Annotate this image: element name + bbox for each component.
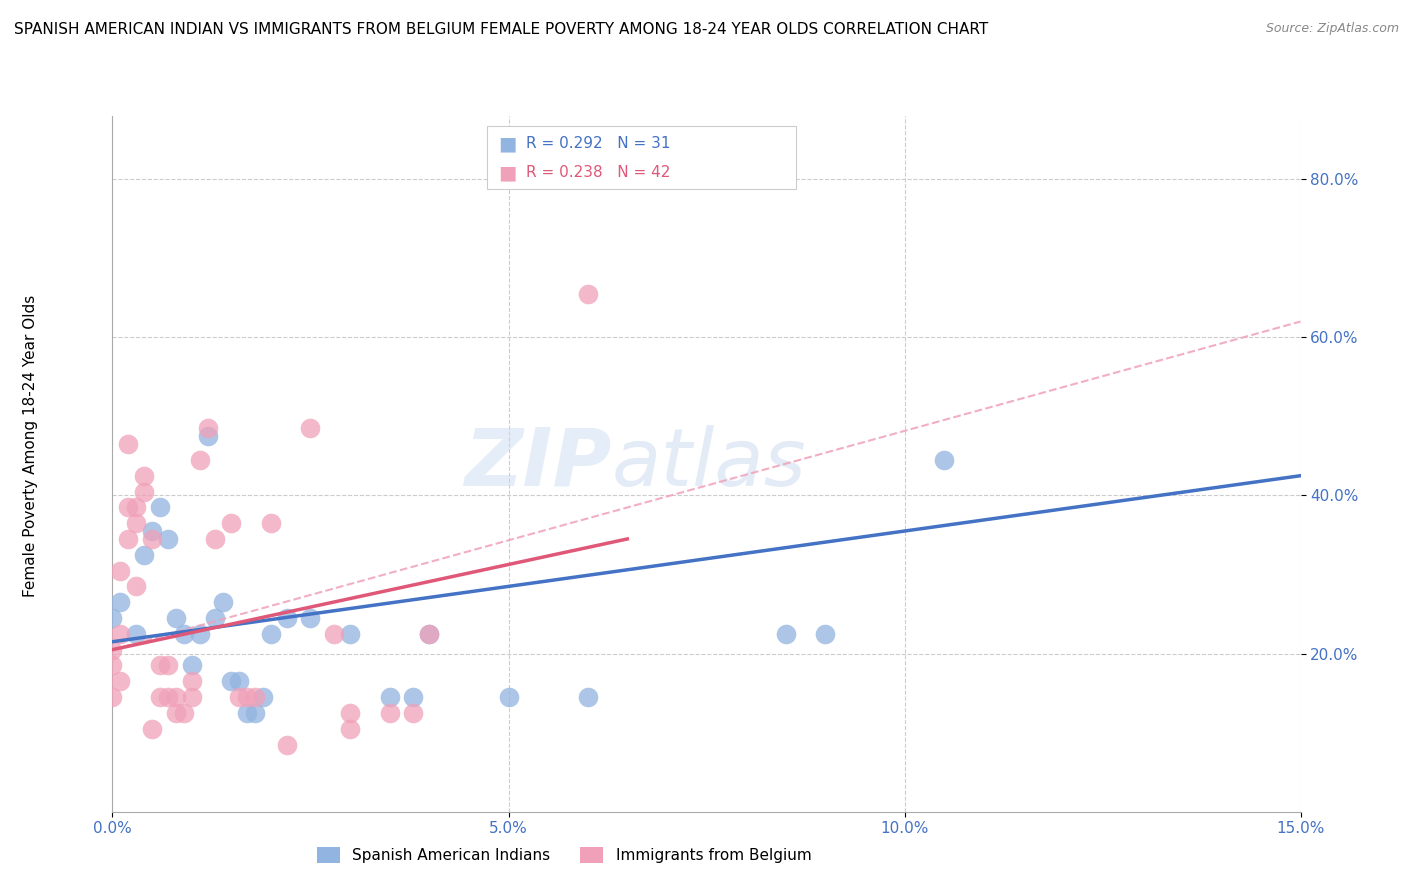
Point	[378, 706, 401, 720]
Point	[156, 690, 179, 704]
Point	[173, 706, 195, 720]
Point	[339, 722, 361, 736]
Point	[117, 532, 139, 546]
Point	[117, 437, 139, 451]
Point	[260, 516, 283, 530]
Point	[134, 468, 156, 483]
Point	[110, 564, 132, 578]
Point	[252, 690, 274, 704]
Point	[378, 690, 401, 704]
Point	[101, 611, 124, 625]
Point	[165, 690, 187, 704]
Point	[125, 627, 148, 641]
Text: atlas: atlas	[612, 425, 806, 503]
Point	[110, 595, 132, 609]
Point	[228, 690, 250, 704]
Point	[134, 548, 156, 562]
Text: R = 0.292   N = 31: R = 0.292 N = 31	[526, 136, 671, 152]
Point	[110, 674, 132, 689]
Point	[260, 627, 283, 641]
Point	[402, 706, 425, 720]
Point	[180, 674, 202, 689]
Point	[180, 658, 202, 673]
Legend: Spanish American Indians, Immigrants from Belgium: Spanish American Indians, Immigrants fro…	[316, 847, 811, 863]
Text: R = 0.238   N = 42: R = 0.238 N = 42	[526, 165, 671, 180]
Point	[125, 579, 148, 593]
Point	[236, 690, 259, 704]
Point	[117, 500, 139, 515]
Text: Source: ZipAtlas.com: Source: ZipAtlas.com	[1265, 22, 1399, 36]
Point	[197, 421, 219, 435]
Point	[775, 627, 797, 641]
Point	[576, 690, 599, 704]
Point	[165, 706, 187, 720]
Point	[125, 500, 148, 515]
Point	[156, 532, 179, 546]
Point	[141, 722, 163, 736]
Point	[934, 453, 956, 467]
Point	[299, 421, 322, 435]
Point	[299, 611, 322, 625]
Point	[323, 627, 346, 641]
Point	[204, 532, 226, 546]
Text: Female Poverty Among 18-24 Year Olds: Female Poverty Among 18-24 Year Olds	[24, 295, 38, 597]
Point	[339, 627, 361, 641]
Point	[576, 286, 599, 301]
Point	[125, 516, 148, 530]
Point	[110, 627, 132, 641]
Point	[149, 690, 172, 704]
Point	[173, 627, 195, 641]
Point	[402, 690, 425, 704]
Point	[149, 658, 172, 673]
Point	[101, 642, 124, 657]
Point	[101, 658, 124, 673]
Point	[212, 595, 235, 609]
Point	[101, 690, 124, 704]
Point	[219, 516, 242, 530]
Point	[204, 611, 226, 625]
Point	[276, 611, 298, 625]
Point	[165, 611, 187, 625]
Point	[197, 429, 219, 443]
Point	[180, 690, 202, 704]
Point	[418, 627, 440, 641]
Point	[188, 627, 211, 641]
Text: SPANISH AMERICAN INDIAN VS IMMIGRANTS FROM BELGIUM FEMALE POVERTY AMONG 18-24 YE: SPANISH AMERICAN INDIAN VS IMMIGRANTS FR…	[14, 22, 988, 37]
Text: ZIP: ZIP	[464, 425, 612, 503]
Point	[149, 500, 172, 515]
Point	[141, 532, 163, 546]
Point	[236, 706, 259, 720]
Point	[228, 674, 250, 689]
Point	[219, 674, 242, 689]
Point	[276, 738, 298, 752]
Point	[243, 690, 266, 704]
Point	[339, 706, 361, 720]
Text: ■: ■	[498, 135, 516, 153]
Text: ■: ■	[498, 163, 516, 182]
Point	[814, 627, 837, 641]
Point	[498, 690, 520, 704]
Point	[188, 453, 211, 467]
Point	[141, 524, 163, 538]
Point	[134, 484, 156, 499]
Point	[418, 627, 440, 641]
Point	[156, 658, 179, 673]
Point	[243, 706, 266, 720]
